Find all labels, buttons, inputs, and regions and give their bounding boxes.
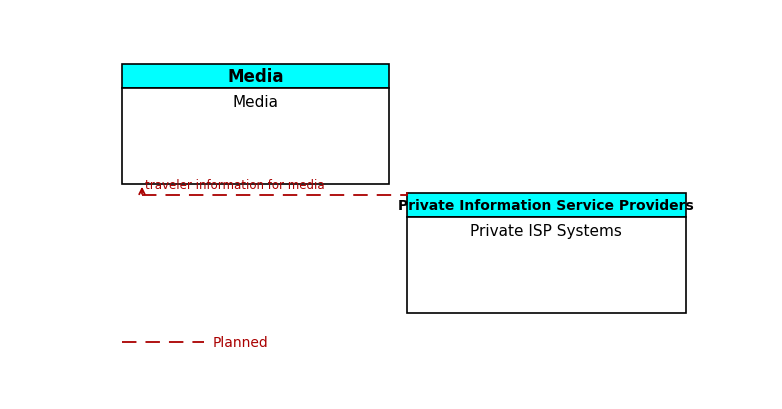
Text: Media: Media <box>227 67 284 85</box>
Bar <box>407 218 686 314</box>
Text: Media: Media <box>232 95 278 110</box>
Bar <box>122 65 389 88</box>
Text: Private Information Service Providers: Private Information Service Providers <box>398 199 694 213</box>
Text: traveler information for media: traveler information for media <box>145 179 325 192</box>
Bar <box>407 194 686 218</box>
Text: Planned: Planned <box>213 336 269 350</box>
Bar <box>122 88 389 184</box>
Text: Private ISP Systems: Private ISP Systems <box>470 224 622 239</box>
